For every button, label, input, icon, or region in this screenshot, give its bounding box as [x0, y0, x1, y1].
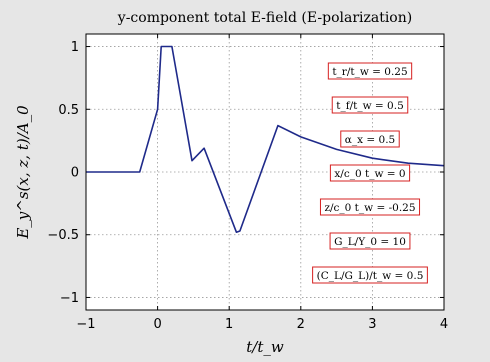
y-axis-label: E_y^s(x, z, t)/A_0: [14, 105, 32, 240]
parameter-box: [327, 62, 413, 80]
parameter-label: z/c_0 t_w = -0.25: [324, 202, 415, 214]
parameter-label: x/c_0 t_w = 0: [334, 168, 405, 180]
x-axis-label: t/t_w: [246, 338, 284, 356]
y-tick-label: −1: [60, 291, 79, 306]
annotations: t_r/t_w = 0.25 t_f/t_w = 0.5 α_x = 0.5 x/c_…: [312, 62, 428, 284]
y-tick-label: −0.5: [47, 228, 79, 243]
parameter-box: [331, 96, 409, 114]
parameter-label: t_f/t_w = 0.5: [336, 100, 404, 112]
parameter-label: (C_L/G_L)/t_w = 0.5: [317, 270, 424, 282]
x-tick-label: 3: [368, 317, 376, 332]
y-tick-label: 0: [71, 166, 79, 181]
parameter-box: [329, 232, 411, 250]
x-tick-label: −1: [76, 317, 95, 332]
y-tick-label: 0.5: [58, 103, 79, 118]
parameter-box: [319, 198, 421, 216]
x-tick-label: 4: [440, 317, 448, 332]
parameter-label: t_r/t_w = 0.25: [332, 66, 407, 78]
parameter-label: G_L/Y_0 = 10: [334, 236, 406, 248]
x-tick-label: 0: [153, 317, 161, 332]
ticks: −1 0 1 2 3 4 −1 −0.5 0 0.5 1: [47, 34, 448, 332]
parameter-box: [312, 266, 428, 284]
series-line: [86, 45, 445, 233]
parameter-box: [329, 164, 411, 182]
parameter-box: [340, 130, 400, 148]
x-tick-label: 2: [297, 317, 305, 332]
parameter-label: α_x = 0.5: [345, 134, 395, 146]
plot-frame: [85, 33, 445, 311]
y-tick-label: 1: [71, 40, 79, 55]
x-tick-label: 1: [225, 317, 233, 332]
chart-title: y-component total E-field (E-polarizatio…: [117, 10, 412, 26]
